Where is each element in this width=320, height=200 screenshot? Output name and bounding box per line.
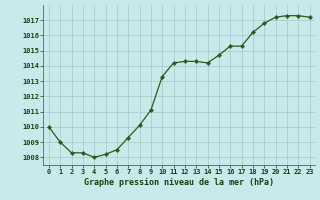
X-axis label: Graphe pression niveau de la mer (hPa): Graphe pression niveau de la mer (hPa) <box>84 178 274 187</box>
